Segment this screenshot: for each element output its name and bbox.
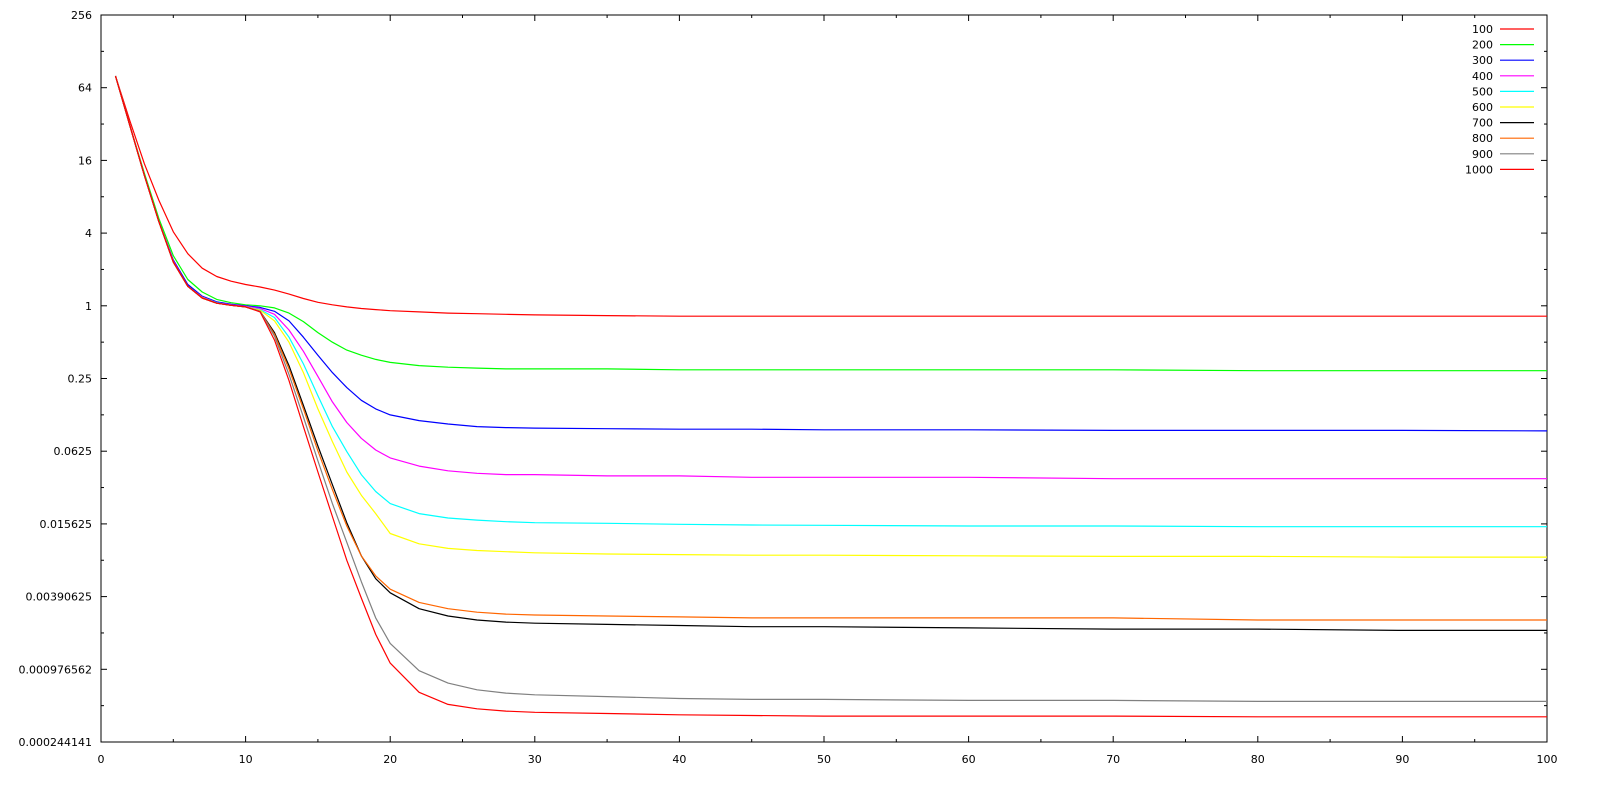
series-line-1000 xyxy=(114,75,1547,718)
series-line-800 xyxy=(114,75,1547,621)
x-tick-label: 60 xyxy=(962,753,976,766)
y-tick-label: 1 xyxy=(85,300,92,313)
x-tick-label: 100 xyxy=(1537,753,1558,766)
legend-label: 900 xyxy=(1472,148,1493,161)
legend: 100 200 300 400 500 600 700 800 900 1000 xyxy=(1465,23,1534,176)
legend-label: 700 xyxy=(1472,117,1493,130)
series-lines xyxy=(114,75,1548,718)
x-tick-label: 20 xyxy=(383,753,397,766)
x-tick-label: 40 xyxy=(672,753,686,766)
legend-label: 400 xyxy=(1472,70,1493,83)
y-tick-label: 0.015625 xyxy=(40,518,93,531)
y-tick-label: 16 xyxy=(78,154,92,167)
legend-label: 300 xyxy=(1472,54,1493,67)
series-line-400 xyxy=(114,75,1547,480)
legend-label: 500 xyxy=(1472,85,1493,98)
y-tick-label: 0.000244141 xyxy=(19,736,92,749)
x-tick-label: 50 xyxy=(817,753,831,766)
y-tick-label: 4 xyxy=(85,227,92,240)
x-tick-label: 0 xyxy=(98,753,105,766)
legend-label: 600 xyxy=(1472,101,1493,114)
legend-label: 1000 xyxy=(1465,163,1493,176)
series-line-200 xyxy=(114,75,1547,372)
y-axis: 256 64 16 4 1 0.25 0.0625 0.015625 0.00390625 0.0… xyxy=(19,9,1547,749)
x-tick-label: 70 xyxy=(1106,753,1120,766)
x-tick-label: 30 xyxy=(528,753,542,766)
series-line-900 xyxy=(114,75,1547,703)
y-tick-label: 256 xyxy=(71,9,92,22)
y-tick-label: 0.25 xyxy=(68,373,93,386)
y-tick-label: 0.000976562 xyxy=(19,663,92,676)
series-line-500 xyxy=(114,75,1547,528)
x-tick-label: 80 xyxy=(1251,753,1265,766)
series-line-300 xyxy=(114,75,1548,432)
series-line-700 xyxy=(114,75,1547,632)
legend-label: 200 xyxy=(1472,39,1493,52)
y-tick-label: 64 xyxy=(78,82,92,95)
plot-frame xyxy=(100,14,1548,743)
x-axis: 0 10 20 30 40 50 60 70 80 90 100 xyxy=(98,15,1558,766)
legend-label: 100 xyxy=(1472,23,1493,36)
series-line-100 xyxy=(114,75,1547,317)
legend-label: 800 xyxy=(1472,132,1493,145)
y-tick-label: 0.0625 xyxy=(54,445,93,458)
x-tick-label: 10 xyxy=(239,753,253,766)
x-tick-label: 90 xyxy=(1395,753,1409,766)
y-tick-label: 0.00390625 xyxy=(26,591,92,604)
